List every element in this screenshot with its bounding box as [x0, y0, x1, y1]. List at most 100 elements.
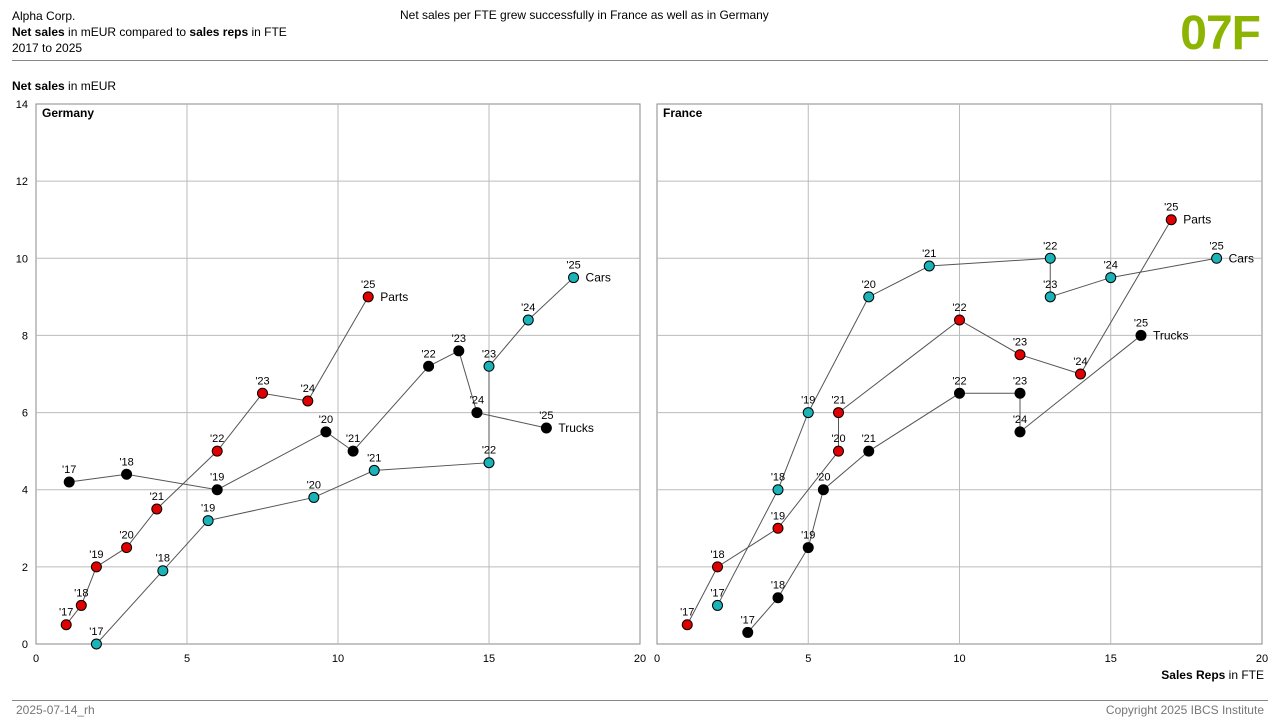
germany-trucks-point-label: '22 [421, 348, 435, 360]
france-cars-point [712, 599, 723, 611]
germany-cars-point [90, 638, 102, 650]
france-cars-point [802, 407, 814, 419]
germany-parts-point-label: '21 [150, 491, 164, 503]
compare-bold: sales reps [189, 25, 249, 39]
germany-y-tick-label: 6 [22, 408, 28, 420]
report-period: 2017 to 2025 [12, 41, 83, 55]
france-trucks-point [742, 626, 754, 638]
france-trucks-point-label: '20 [816, 472, 830, 484]
france-cars-point [1044, 252, 1056, 264]
germany-parts-point-label: '22 [210, 433, 224, 445]
france-cars-point-label: '20 [862, 279, 876, 291]
france-parts-point [954, 314, 965, 326]
france-x-tick-label: 5 [805, 653, 811, 665]
germany-trucks-point [211, 484, 223, 496]
france-trucks-point [863, 445, 875, 457]
germany-cars-point [157, 565, 169, 577]
germany-parts-point [121, 542, 133, 554]
france-parts-point-label: '22 [952, 302, 966, 314]
germany-trucks-point [423, 360, 435, 372]
y-axis-title: Net sales in mEUR [12, 79, 116, 93]
france-parts-point [1075, 368, 1086, 380]
france-x-tick-label: 20 [1256, 653, 1268, 665]
france-trucks-point [772, 592, 784, 604]
company-name: Alpha Corp. [12, 9, 76, 23]
germany-y-tick-label: 10 [16, 253, 28, 265]
france-parts-point [1014, 349, 1026, 361]
germany-cars-point-label: '25 [566, 260, 580, 272]
france-trucks-point [802, 542, 814, 554]
france-parts-point [712, 561, 723, 573]
france-x-tick-label: 10 [953, 653, 965, 665]
germany-cars-point-label: '21 [367, 452, 381, 464]
germany-y-tick-label: 0 [22, 639, 28, 651]
france-cars-line [717, 257, 1217, 606]
france-x-tick-label: 0 [654, 653, 660, 665]
germany-cars-point [308, 491, 320, 503]
france-x-tick-label: 15 [1105, 653, 1117, 665]
germany-cars-point-label: '18 [156, 553, 170, 565]
germany-parts-point [60, 619, 72, 631]
germany-trucks-point [471, 407, 483, 419]
page-code: 07F [1180, 7, 1261, 60]
germany-parts-point [211, 445, 223, 457]
france-parts-point [1165, 214, 1177, 226]
france-cars-point [1105, 272, 1117, 284]
france-parts-point [772, 522, 784, 534]
x-axis-bold: Sales Reps [1161, 668, 1226, 682]
germany-x-tick-label: 5 [184, 653, 190, 665]
germany-parts-point [90, 561, 102, 573]
france-cars-point [1211, 252, 1223, 264]
france-parts-series-label: Parts [1183, 213, 1211, 227]
germany-y-tick-label: 12 [16, 176, 28, 188]
germany-y-tick-label: 2 [22, 562, 28, 574]
germany-cars-series-label: Cars [586, 271, 611, 285]
x-axis-title: Sales Reps in FTE [1161, 668, 1264, 682]
france-cars-point-label: '18 [771, 472, 785, 484]
compare-rest: in FTE [248, 25, 287, 39]
germany-trucks-point-label: '18 [119, 456, 133, 468]
germany-parts-point-label: '24 [301, 383, 315, 395]
report-measure: Net sales in mEUR compared to sales reps… [12, 24, 287, 40]
germany-cars-point [202, 515, 214, 527]
header-divider [12, 60, 1268, 61]
germany-cars-line [96, 277, 574, 645]
france-trucks-point-label: '23 [1013, 375, 1027, 387]
france-trucks-point [1014, 426, 1026, 438]
france-parts-point-label: '24 [1073, 356, 1087, 368]
germany-parts-point-label: '17 [59, 607, 73, 619]
france-cars-series-label: Cars [1229, 251, 1254, 265]
germany-cars-point [483, 360, 495, 372]
france-trucks-point-label: '21 [862, 433, 876, 445]
france-trucks-point-label: '25 [1134, 317, 1148, 329]
germany-trucks-point-label: '20 [319, 414, 333, 426]
y-axis-rest: in mEUR [64, 79, 117, 93]
germany-x-tick-label: 10 [332, 653, 344, 665]
germany-cars-point-label: '23 [482, 348, 496, 360]
germany-trucks-point [347, 445, 359, 457]
germany-parts-point-label: '19 [89, 549, 103, 561]
germany-trucks-line [69, 350, 547, 491]
germany-parts-point [362, 291, 374, 303]
germany-trucks-point [121, 468, 133, 480]
germany-y-tick-label: 8 [22, 330, 28, 342]
france-cars-point-label: '23 [1043, 279, 1057, 291]
france-trucks-point [1135, 329, 1147, 341]
france-cars-point [923, 260, 935, 272]
germany-cars-point-label: '17 [89, 626, 103, 638]
germany-cars-point [483, 457, 495, 469]
germany-y-tick-label: 4 [22, 485, 28, 497]
footer-divider [12, 700, 1268, 701]
france-parts-point-label: '18 [710, 549, 724, 561]
germany-trucks-point [63, 476, 75, 488]
germany-trucks-point [540, 422, 552, 434]
germany-trucks-point-label: '21 [346, 433, 360, 445]
france-parts-line [686, 219, 1172, 625]
germany-cars-point [522, 314, 534, 326]
france-trucks-point-label: '24 [1013, 414, 1027, 426]
germany-trucks-series-label: Trucks [558, 421, 594, 435]
footer-date: 2025-07-14_rh [16, 703, 95, 717]
germany-cars-point [568, 272, 580, 284]
germany-parts-point-label: '23 [255, 375, 269, 387]
